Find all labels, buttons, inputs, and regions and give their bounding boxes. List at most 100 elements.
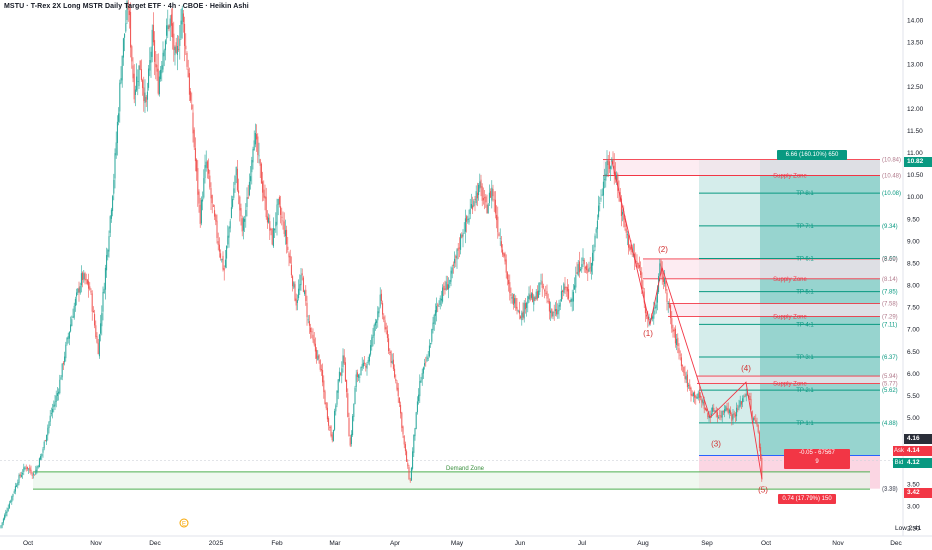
candle-body	[178, 48, 180, 50]
supply-label: Supply Zone	[773, 382, 807, 388]
candle-body	[254, 132, 256, 145]
candle-body	[94, 314, 96, 326]
candle-body	[355, 374, 357, 387]
candle-body	[576, 271, 578, 275]
candle-body	[421, 373, 423, 380]
candle-body	[190, 91, 192, 101]
candle-body	[365, 365, 367, 368]
candle-body	[442, 287, 444, 302]
candle-body	[683, 366, 685, 373]
candle-body	[56, 393, 58, 396]
low-label: Low 2.41	[892, 524, 926, 534]
candle-body	[66, 337, 68, 345]
candle-body	[521, 312, 523, 321]
candle-body	[736, 407, 738, 417]
candle-body	[466, 216, 468, 222]
candle-body	[264, 195, 266, 199]
candle-body	[700, 395, 702, 398]
candle-body	[192, 112, 194, 134]
candle-body	[148, 68, 150, 88]
candle-body	[346, 379, 348, 392]
candle-body	[132, 65, 134, 79]
candle-body	[151, 29, 153, 57]
candle-body	[511, 296, 513, 299]
candle-body	[107, 249, 109, 257]
candle-body	[353, 403, 355, 417]
candle-body	[756, 422, 758, 426]
candle-body	[547, 300, 549, 302]
candle-body	[535, 291, 537, 300]
supply-zone-3	[668, 303, 880, 317]
candle-body	[322, 370, 324, 383]
candle-body	[266, 216, 268, 223]
candle-body	[196, 159, 198, 172]
candle-body	[43, 441, 45, 449]
candle-body	[653, 310, 655, 319]
candle-body	[113, 179, 115, 194]
candle-body	[580, 269, 582, 271]
candle-body	[707, 412, 709, 417]
candle-body	[584, 267, 586, 269]
candle-body	[92, 311, 94, 313]
candle-body	[103, 288, 105, 294]
candle-body	[655, 304, 657, 309]
candle-body	[316, 349, 318, 359]
candle-body	[469, 208, 471, 215]
candle-body	[682, 365, 684, 367]
x-tick-label: Dec	[890, 540, 902, 547]
candle-body	[691, 394, 693, 396]
candle-body	[540, 280, 542, 282]
candle-body	[104, 267, 106, 290]
candle-body	[518, 310, 520, 314]
candle-body	[179, 38, 181, 46]
candle-body	[367, 359, 369, 363]
candle-body	[257, 136, 259, 155]
candle-body	[216, 220, 218, 238]
earnings-icon[interactable]	[179, 518, 189, 528]
candle-body	[298, 288, 300, 299]
tp-label: TP 1:1	[796, 421, 814, 427]
candle-body	[480, 179, 482, 188]
candle-body	[439, 297, 441, 305]
candle-body	[392, 359, 394, 369]
candle-body	[223, 268, 225, 271]
candle-body	[116, 121, 118, 144]
candle-body	[80, 273, 82, 286]
candle-body	[582, 257, 584, 262]
candle-body	[660, 260, 662, 267]
candle-body	[174, 47, 176, 56]
level-price-label: (3.38)	[882, 487, 898, 493]
candle-body	[504, 253, 506, 262]
tp-label: TP 4:1	[796, 322, 814, 328]
y-tick-label: 13.50	[907, 40, 924, 47]
candle-body	[252, 148, 254, 163]
candle-body	[71, 319, 73, 327]
y-tick-label: 2.50	[907, 526, 920, 533]
candle-body	[250, 176, 252, 182]
candle-body	[734, 414, 736, 417]
candle-body	[305, 289, 307, 302]
candle-body	[697, 393, 699, 399]
candle-body	[374, 322, 376, 326]
candle-body	[498, 233, 500, 236]
candle-body	[8, 503, 10, 508]
candle-body	[328, 418, 330, 426]
candle-body	[354, 387, 356, 405]
candle-body	[616, 175, 618, 181]
candle-body	[344, 362, 346, 382]
candle-body	[208, 169, 210, 174]
candle-body	[155, 63, 157, 68]
candle-body	[581, 264, 583, 270]
candle-body	[500, 241, 502, 248]
candle-body	[424, 363, 426, 366]
candle-body	[370, 345, 372, 355]
candle-body	[446, 284, 448, 290]
candle-body	[538, 290, 540, 298]
price-3-42-label: 3.42	[904, 488, 932, 498]
candle-body	[566, 287, 568, 292]
candle-body	[326, 407, 328, 420]
candle-body	[515, 298, 517, 309]
candle-body	[172, 23, 174, 38]
